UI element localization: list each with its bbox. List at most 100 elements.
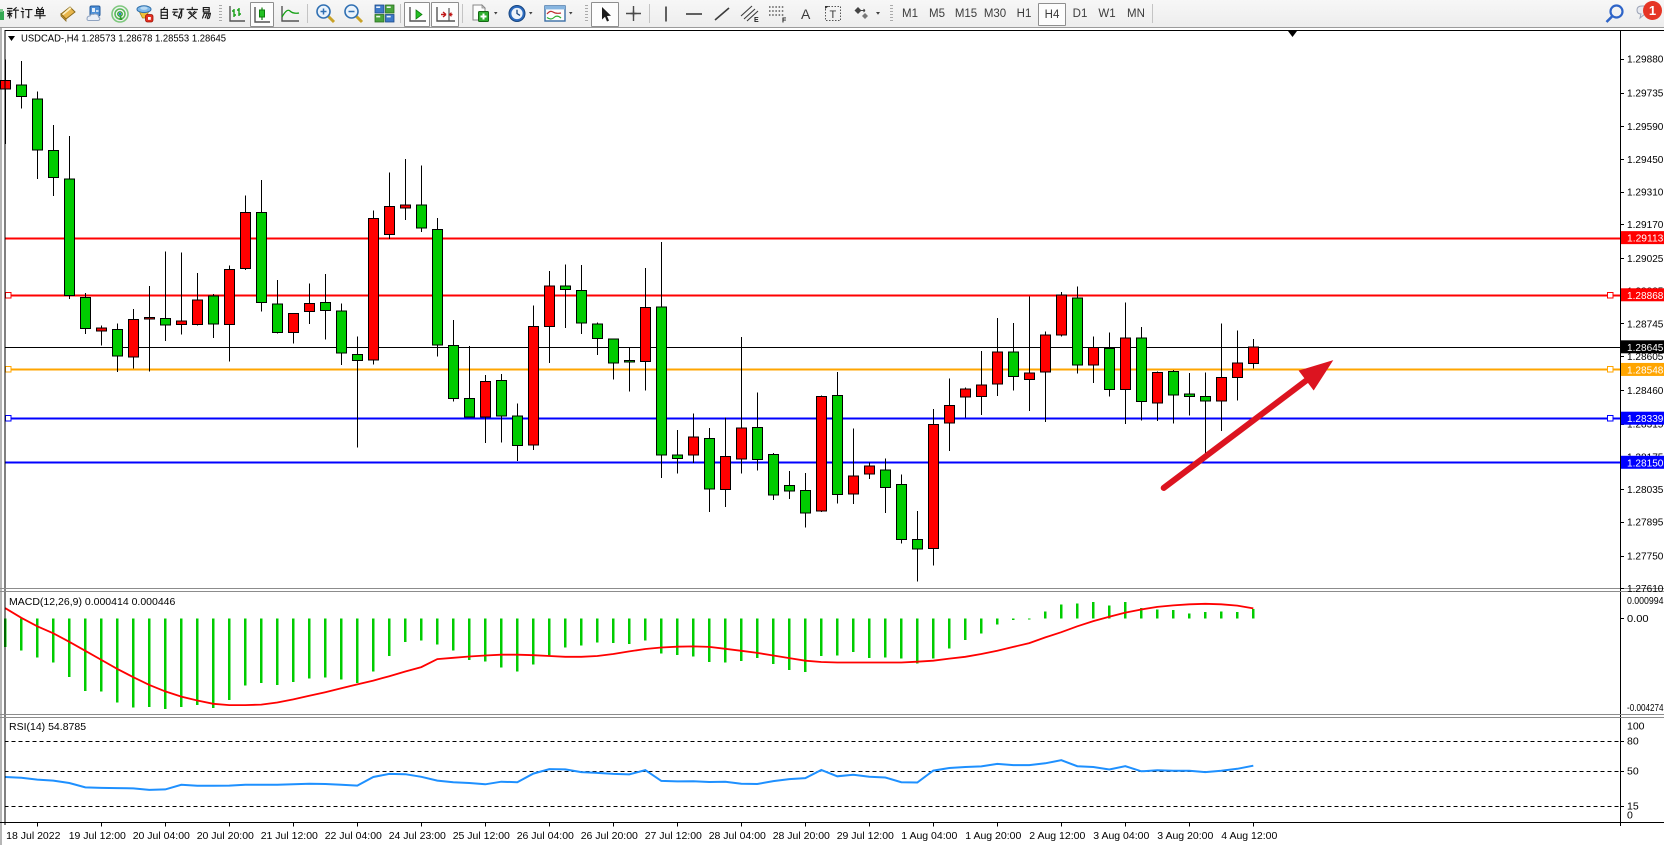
tab-timeframe-w1[interactable]: W1 xyxy=(1098,7,1116,20)
macd-histogram-bar xyxy=(148,618,151,708)
bar-chart-button[interactable] xyxy=(226,2,248,25)
candle-body xyxy=(415,204,427,229)
data-window-button[interactable] xyxy=(82,2,106,25)
candlestick-chart-button[interactable] xyxy=(250,2,274,27)
signals-button[interactable] xyxy=(108,2,132,25)
tab-timeframe-h4[interactable]: H4 xyxy=(1038,3,1066,26)
shapes-tool-button[interactable] xyxy=(850,2,884,25)
tab-timeframe-h1[interactable]: H1 xyxy=(1016,7,1032,20)
candle-body xyxy=(1023,372,1035,380)
hline-handle[interactable] xyxy=(5,366,12,373)
macd-histogram-bar xyxy=(468,618,471,660)
candle-body xyxy=(191,299,203,325)
text-icon: A xyxy=(801,6,811,22)
macd-histogram-bar xyxy=(164,618,167,709)
price-tick-label: 1.27750 xyxy=(1627,550,1664,562)
time-tick-label: 28 Jul 04:00 xyxy=(709,830,766,842)
rsi-panel: RSI(14) 54.8785 xyxy=(4,721,1620,807)
tab-timeframe-m5[interactable]: M5 xyxy=(929,7,945,20)
macd-histogram-bar xyxy=(916,618,919,664)
trendline-icon xyxy=(714,6,730,21)
zoom-out-icon xyxy=(343,4,363,24)
hline-tool-button[interactable] xyxy=(682,2,706,25)
candle-body xyxy=(783,485,795,492)
indicators-button[interactable] xyxy=(468,2,502,25)
macd-histogram-bar xyxy=(68,618,71,678)
zoom-out-button[interactable] xyxy=(341,2,365,25)
hline-handle[interactable] xyxy=(1607,415,1614,422)
macd-histogram-bar xyxy=(516,618,519,672)
text-tool-button[interactable]: A xyxy=(795,2,817,25)
candle-body xyxy=(1039,334,1051,373)
search-button[interactable] xyxy=(1601,2,1629,25)
price-tick-label: 1.29735 xyxy=(1627,87,1664,99)
macd-histogram-bar xyxy=(228,618,231,700)
candle-body xyxy=(815,396,827,512)
hline-handle[interactable] xyxy=(5,292,12,299)
svg-text:T: T xyxy=(830,9,837,21)
macd-histogram-bar xyxy=(564,618,567,648)
chart-shift-button[interactable] xyxy=(431,2,459,27)
hline-price-badge-text: 1.28339 xyxy=(1627,413,1664,425)
candle-body xyxy=(127,318,139,358)
candle-body xyxy=(863,465,875,475)
macd-histogram-bar xyxy=(1108,605,1111,619)
symbol-dropdown-icon[interactable] xyxy=(8,36,15,41)
tab-timeframe-m1[interactable]: M1 xyxy=(902,7,918,20)
candle-body xyxy=(1167,370,1179,396)
candle-body xyxy=(911,538,923,550)
candle-body xyxy=(1247,346,1259,365)
macd-histogram-bar xyxy=(948,618,951,649)
candle-body xyxy=(63,178,75,297)
toolbar-grip xyxy=(585,5,588,22)
candle-body xyxy=(1055,294,1067,336)
macd-histogram-bar xyxy=(804,618,807,672)
time-axis[interactable]: 18 Jul 2022 19 Jul 12:00 20 Jul 04:00 20 Ju… xyxy=(6,822,1277,843)
tile-windows-button[interactable] xyxy=(371,2,397,25)
fibonacci-tool-button[interactable]: F xyxy=(766,2,790,25)
crosshair-tool-button[interactable] xyxy=(621,2,645,25)
hline-handle[interactable] xyxy=(5,415,12,422)
trendline-tool-button[interactable] xyxy=(710,2,734,25)
hline-price-badge-text: 1.29113 xyxy=(1627,233,1664,245)
toolbar-separator xyxy=(1152,4,1153,23)
periods-button[interactable] xyxy=(505,2,537,25)
zoom-in-icon xyxy=(315,4,335,24)
candle-body xyxy=(719,456,731,491)
tab-timeframe-mn[interactable]: MN xyxy=(1127,7,1145,20)
auto-trading-button[interactable] xyxy=(133,2,217,25)
tab-timeframe-d1[interactable]: D1 xyxy=(1072,7,1088,20)
candle-body xyxy=(975,384,987,398)
tab-timeframe-m30[interactable]: M30 xyxy=(983,7,1007,20)
macd-histogram-bar xyxy=(660,618,663,654)
vline-tool-button[interactable] xyxy=(656,2,676,25)
cursor-tool-button[interactable] xyxy=(591,2,619,27)
channel-tool-button[interactable]: E xyxy=(738,2,762,25)
candle-body xyxy=(751,427,763,460)
candle-body xyxy=(143,317,155,320)
text-label-tool-button[interactable]: T xyxy=(821,2,847,25)
text-label-icon: T xyxy=(825,6,841,21)
market-watch-button[interactable] xyxy=(56,2,80,25)
candle-body xyxy=(591,323,603,339)
new-order-button[interactable] xyxy=(0,2,56,25)
candle-body xyxy=(383,205,395,236)
chart-shift-marker[interactable] xyxy=(1288,31,1297,37)
hline-price-badge xyxy=(1621,231,1664,245)
hline-handle[interactable] xyxy=(1607,292,1614,299)
macd-histogram-bar xyxy=(404,618,407,642)
hline-handle[interactable] xyxy=(1607,366,1614,373)
candle-body xyxy=(1215,376,1227,402)
messages-button[interactable]: 1 xyxy=(1634,1,1662,25)
candle-body xyxy=(399,204,411,209)
time-tick-label: 3 Aug 20:00 xyxy=(1157,830,1213,842)
tab-timeframe-m15[interactable]: M15 xyxy=(954,7,978,20)
macd-histogram-bar xyxy=(436,618,439,645)
line-chart-button[interactable] xyxy=(278,2,302,25)
zoom-in-button[interactable] xyxy=(313,2,337,25)
templates-button[interactable] xyxy=(541,2,577,25)
price-axis[interactable]: 1.29880 1.29735 1.29590 1.29450 1.29310 1.291… xyxy=(1620,53,1664,822)
candle-body xyxy=(607,338,619,364)
trend-arrow-annotation[interactable] xyxy=(1160,360,1334,491)
auto-scroll-button[interactable] xyxy=(404,2,430,27)
